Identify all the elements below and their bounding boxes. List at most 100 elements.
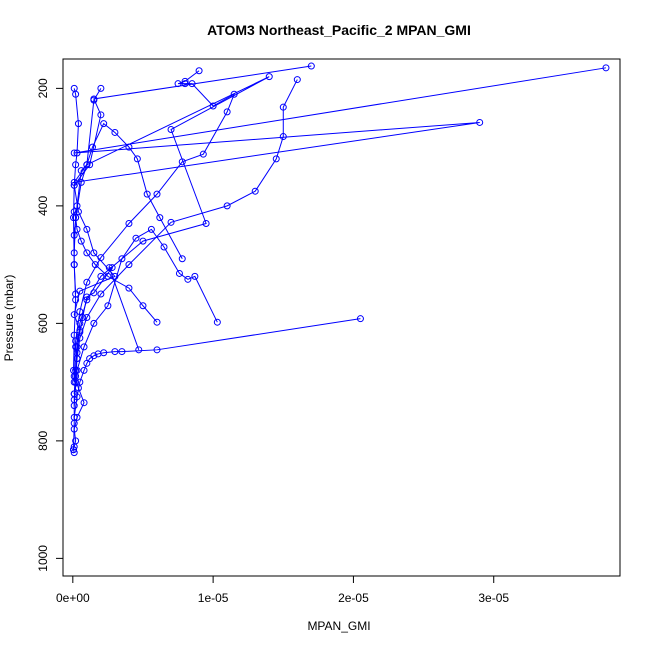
data-point: [160, 243, 168, 251]
data-point: [125, 284, 133, 292]
data-point: [90, 319, 98, 327]
data-point: [83, 278, 91, 286]
data-point: [70, 390, 78, 398]
data-point: [153, 318, 161, 326]
y-tick-label: 400: [36, 196, 50, 216]
data-point: [77, 178, 85, 186]
y-tick-label: 600: [36, 313, 50, 333]
series-line-6: [73, 267, 140, 394]
data-point: [80, 399, 88, 407]
data-point: [251, 187, 259, 195]
data-point: [139, 237, 147, 245]
data-point: [90, 289, 98, 297]
data-point: [191, 272, 199, 280]
x-axis-label: MPAN_GMI: [307, 619, 370, 633]
series-line-2: [73, 67, 607, 450]
data-point: [199, 150, 207, 158]
data-point: [80, 343, 88, 351]
data-point: [178, 255, 186, 263]
series-line-4: [73, 70, 236, 383]
data-point: [125, 143, 133, 151]
data-point: [83, 225, 91, 233]
data-point: [175, 269, 183, 277]
data-point: [230, 90, 238, 98]
data-point: [83, 293, 91, 301]
data-point: [90, 249, 98, 257]
data-point: [188, 80, 196, 88]
data-point: [279, 103, 287, 111]
data-point: [83, 359, 91, 367]
data-point: [70, 214, 78, 222]
data-point: [167, 218, 175, 226]
data-point: [70, 331, 78, 339]
data-point: [125, 220, 133, 227]
data-point: [223, 202, 231, 210]
plot-frame: [62, 58, 621, 577]
data-point: [70, 446, 78, 454]
data-point: [77, 167, 85, 175]
data-point: [73, 149, 81, 157]
data-point: [279, 133, 287, 141]
data-point: [181, 77, 189, 85]
data-point: [602, 64, 610, 72]
data-point: [174, 80, 182, 88]
data-point: [70, 366, 78, 374]
data-point: [184, 275, 192, 283]
data-point: [97, 254, 105, 262]
series-line-8: [73, 122, 183, 259]
data-point: [70, 261, 78, 269]
series-line-7: [73, 228, 218, 394]
data-point: [73, 366, 81, 374]
data-point: [104, 272, 112, 280]
series-line-5: [73, 318, 361, 418]
data-point: [79, 314, 87, 321]
data-point: [76, 308, 84, 316]
data-point: [94, 350, 102, 358]
y-tick-label: 200: [36, 78, 50, 98]
data-point: [83, 314, 91, 321]
data-point: [76, 328, 84, 336]
data-point: [118, 255, 126, 263]
data-point: [293, 76, 301, 84]
data-point: [80, 366, 88, 374]
y-axis-label: Pressure (mbar): [2, 275, 16, 362]
data-point: [153, 190, 161, 198]
data-point: [195, 67, 203, 75]
x-tick-label: 2e-05: [338, 591, 369, 605]
x-tick-label: 1e-05: [198, 591, 229, 605]
series-line-1: [73, 65, 312, 453]
data-point: [272, 155, 280, 163]
data-point: [178, 158, 186, 166]
data-point: [74, 120, 82, 128]
data-point: [307, 62, 315, 70]
data-point: [118, 348, 126, 356]
data-point: [476, 118, 484, 126]
data-point: [97, 84, 105, 92]
data-point: [83, 161, 91, 169]
data-point: [202, 220, 210, 227]
data-point: [97, 272, 105, 280]
data-point: [156, 214, 164, 222]
series-line-11: [73, 88, 79, 371]
data-point: [139, 302, 147, 310]
data-point: [111, 128, 119, 136]
data-point: [265, 73, 273, 81]
data-point: [91, 261, 99, 269]
data-point: [108, 264, 116, 272]
data-point: [135, 346, 143, 354]
data-point: [125, 261, 133, 269]
data-point: [181, 80, 189, 88]
data-point: [70, 181, 78, 189]
data-point: [105, 264, 113, 272]
data-point: [132, 234, 140, 242]
chart-title: ATOM3 Northeast_Pacific_2 MPAN_GMI: [207, 22, 471, 38]
data-point: [100, 120, 108, 128]
data-point: [167, 126, 175, 133]
data-point: [97, 290, 105, 298]
data-point: [88, 143, 96, 151]
data-point: [76, 378, 84, 386]
data-point: [153, 346, 161, 354]
series-line-3: [73, 79, 298, 406]
x-tick-label: 0e+00: [56, 591, 90, 605]
